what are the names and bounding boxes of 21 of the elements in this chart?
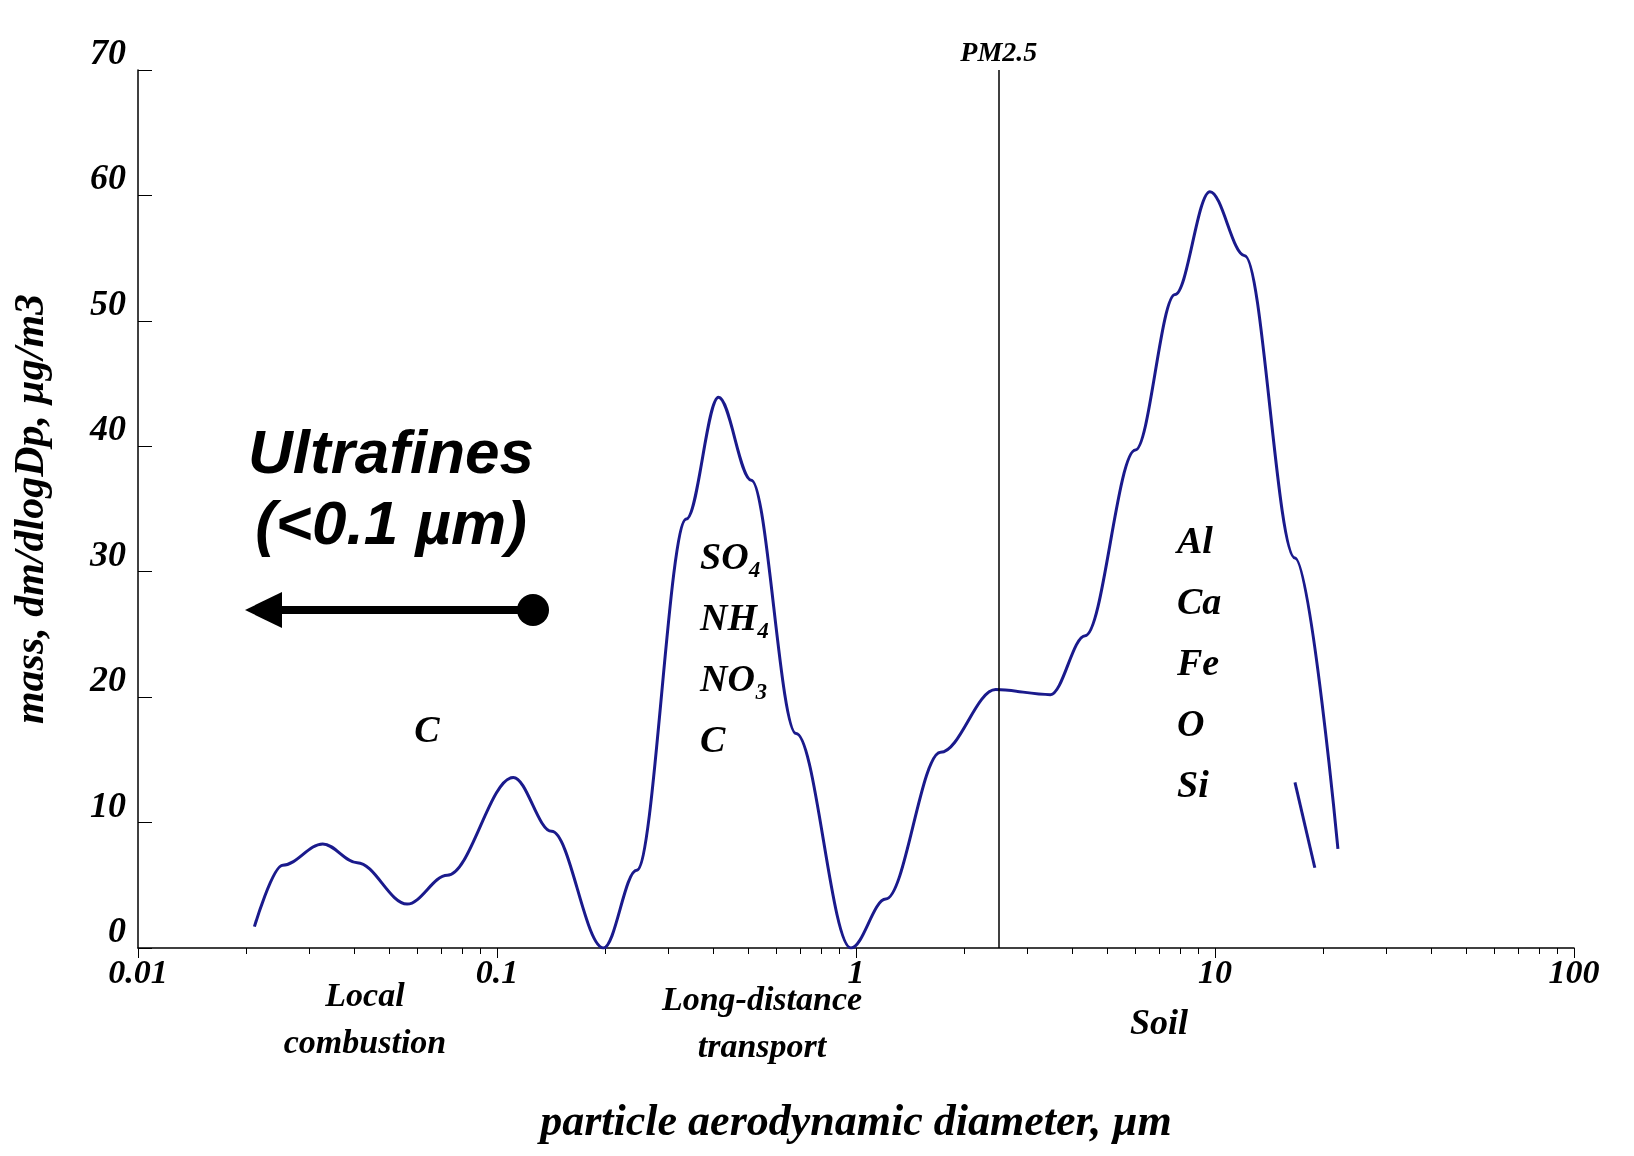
y-tick-label: 10 <box>90 784 126 825</box>
y-axis-title: mass, dm/dlogDp, µg/m3 <box>6 293 52 725</box>
ref-line-label: PM2.5 <box>959 35 1038 67</box>
x-tick-label: 100 <box>1548 952 1600 990</box>
annotation: SO₄ NH₄ NO₃ C <box>699 535 771 760</box>
y-tick-label: 70 <box>90 32 126 72</box>
x-tick-label: 0.01 <box>108 952 168 990</box>
y-tick-label: 50 <box>90 282 126 323</box>
text: Local combustion <box>283 975 447 1061</box>
annotation: Ultrafines (<0.1 µm) <box>248 416 534 558</box>
x-axis-title: particle aerodynamic diameter, µm <box>536 1095 1172 1145</box>
y-tick-label: 30 <box>89 533 126 574</box>
y-tick-label: 20 <box>89 659 126 700</box>
x-tick-label: 10 <box>1198 952 1232 990</box>
text: Soil <box>1129 1002 1189 1042</box>
y-tick-label: 40 <box>89 408 126 449</box>
annotation: Al Ca Fe O Si <box>1175 519 1222 805</box>
x-tick-label: 0.1 <box>475 952 519 990</box>
y-tick-label: 60 <box>90 157 126 198</box>
annotation: C <box>414 708 441 750</box>
y-tick-label: 0 <box>108 910 126 950</box>
